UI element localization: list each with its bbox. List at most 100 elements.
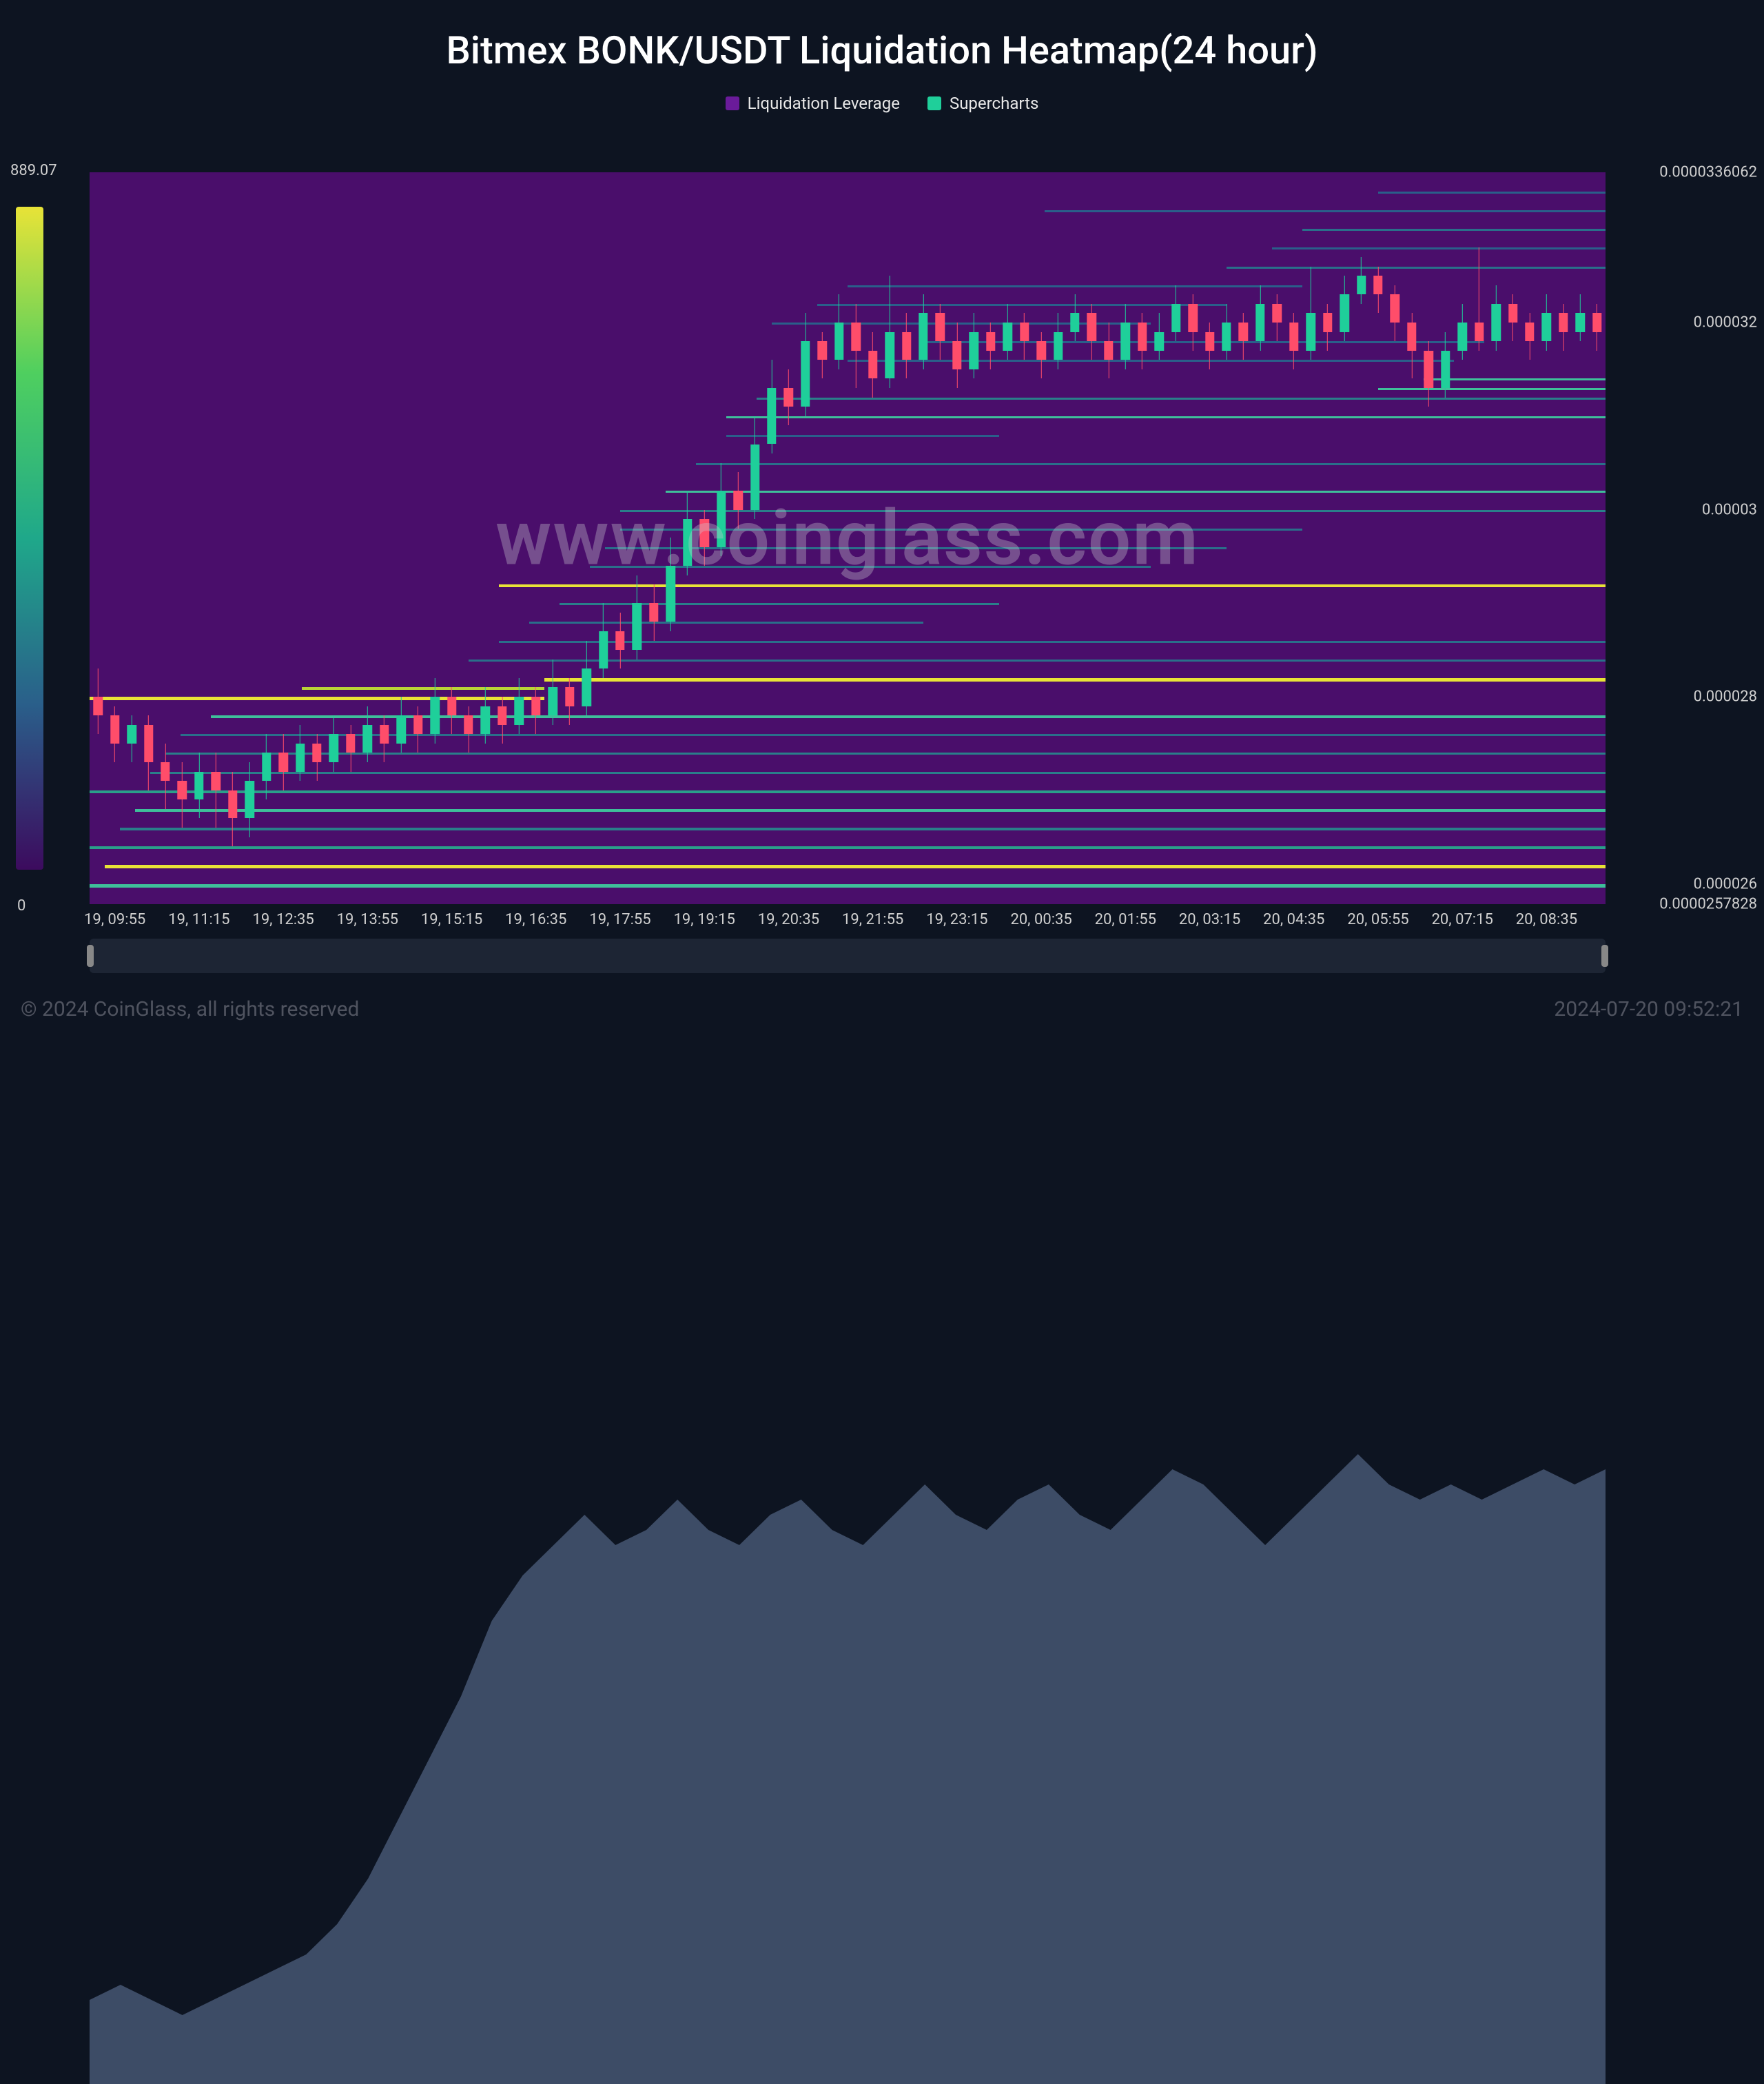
candle [1070, 172, 1079, 904]
x-tick-label: 20, 05:55 [1347, 911, 1408, 928]
candle [902, 172, 911, 904]
candle [818, 172, 827, 904]
candle [481, 172, 490, 904]
x-tick-label: 19, 15:15 [421, 911, 482, 928]
candle [1087, 172, 1096, 904]
candle [430, 172, 439, 904]
candle [1155, 172, 1164, 904]
candle [94, 172, 103, 904]
y-tick-label: 0.0000336062 [1659, 164, 1757, 181]
candle [161, 172, 170, 904]
scrollbar-profile [90, 939, 1606, 2084]
x-tick-label: 20, 01:55 [1095, 911, 1156, 928]
candle [1323, 172, 1332, 904]
candle [1121, 172, 1130, 904]
candle [1239, 172, 1248, 904]
candle [1424, 172, 1433, 904]
candle [834, 172, 843, 904]
candle [1592, 172, 1601, 904]
candle [1508, 172, 1517, 904]
candle [717, 172, 726, 904]
footer-copyright: © 2024 CoinGlass, all rights reserved [21, 997, 359, 1021]
heatmap-line [499, 584, 1606, 587]
candle [582, 172, 591, 904]
candle [1391, 172, 1399, 904]
colorbar: 889.07 0 [10, 172, 48, 904]
candle [380, 172, 389, 904]
candle [936, 172, 945, 904]
candle [212, 172, 220, 904]
x-tick-label: 19, 21:55 [842, 911, 903, 928]
candle [683, 172, 692, 904]
candle [1054, 172, 1063, 904]
candle [1255, 172, 1264, 904]
y-tick-label: 0.00003 [1702, 501, 1757, 518]
candle [952, 172, 961, 904]
candle [1458, 172, 1467, 904]
candle [1340, 172, 1348, 904]
x-tick-label: 19, 17:55 [589, 911, 650, 928]
legend: Liquidation Leverage Supercharts [0, 94, 1764, 113]
y-axis: 0.00003360620.0000320.000030.0000280.000… [1612, 172, 1757, 904]
x-tick-label: 19, 20:35 [758, 911, 819, 928]
candle [363, 172, 372, 904]
candle [666, 172, 675, 904]
candle [1289, 172, 1298, 904]
legend-label-liquidation: Liquidation Leverage [748, 94, 900, 113]
candle [498, 172, 506, 904]
page-title: Bitmex BONK/USDT Liquidation Heatmap(24 … [0, 0, 1764, 94]
chart-area[interactable]: www.coinglass.com [90, 172, 1606, 904]
x-tick-label: 20, 07:15 [1432, 911, 1493, 928]
chart-container: Bitmex BONK/USDT Liquidation Heatmap(24 … [0, 0, 1764, 1042]
colorbar-min-label: 0 [17, 897, 25, 915]
candle [1576, 172, 1585, 904]
candle [1273, 172, 1282, 904]
legend-item-liquidation[interactable]: Liquidation Leverage [726, 94, 900, 113]
legend-label-supercharts: Supercharts [950, 94, 1038, 113]
candle [767, 172, 776, 904]
candle [1036, 172, 1045, 904]
heatmap-line [696, 463, 1606, 465]
candle [531, 172, 540, 904]
legend-item-supercharts[interactable]: Supercharts [927, 94, 1038, 113]
heatmap-line [1272, 247, 1606, 249]
candle [1188, 172, 1197, 904]
candle [329, 172, 338, 904]
x-tick-label: 20, 03:15 [1179, 911, 1240, 928]
candle [1171, 172, 1180, 904]
heatmap-line [499, 641, 1606, 643]
colorbar-gradient [16, 207, 43, 870]
candle [700, 172, 709, 904]
candle [1441, 172, 1450, 904]
candle [296, 172, 305, 904]
candle [1003, 172, 1012, 904]
candle [245, 172, 254, 904]
colorbar-max-label: 889.07 [10, 162, 57, 179]
candle [178, 172, 187, 904]
candle [144, 172, 153, 904]
candle [1491, 172, 1500, 904]
candle [1104, 172, 1113, 904]
candle [649, 172, 658, 904]
candle [784, 172, 793, 904]
y-tick-label: 0.000026 [1694, 875, 1757, 892]
legend-swatch-liquidation [726, 96, 739, 110]
candle [346, 172, 355, 904]
candle [1306, 172, 1315, 904]
candle [1373, 172, 1382, 904]
time-scrollbar[interactable] [90, 939, 1606, 973]
candle [1222, 172, 1231, 904]
candle [1205, 172, 1214, 904]
scrollbar-handle-left[interactable] [87, 945, 94, 967]
x-axis: 19, 09:5519, 11:1519, 12:3519, 13:5519, … [90, 911, 1606, 932]
y-tick-label: 0.000028 [1694, 688, 1757, 706]
candle [615, 172, 624, 904]
x-tick-label: 20, 04:35 [1263, 911, 1324, 928]
x-tick-label: 20, 00:35 [1010, 911, 1071, 928]
candle [633, 172, 642, 904]
scrollbar-handle-right[interactable] [1601, 945, 1608, 967]
candle [194, 172, 203, 904]
x-tick-label: 19, 13:55 [337, 911, 398, 928]
heatmap-line [605, 547, 1227, 549]
footer-timestamp: 2024-07-20 09:52:21 [1554, 997, 1743, 1021]
